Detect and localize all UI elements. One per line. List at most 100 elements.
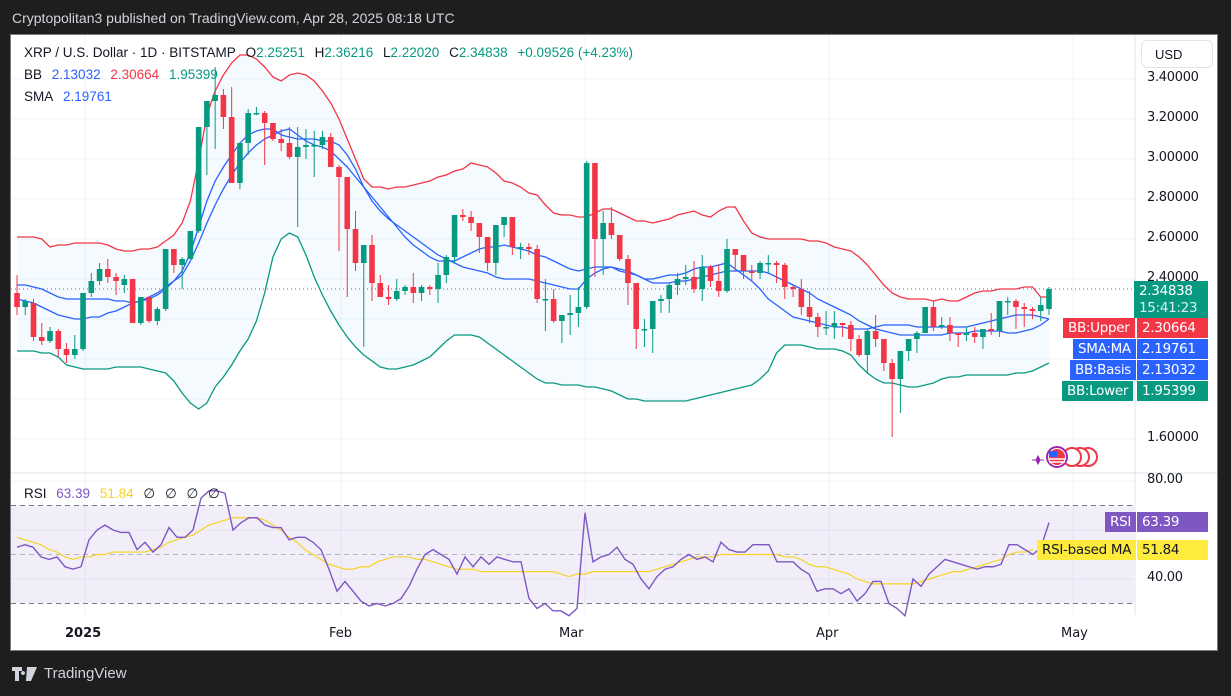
candle-body [336,167,342,177]
candle [311,131,318,177]
sma-legend[interactable]: SMA 2.19761 [24,89,112,104]
candle-body [881,339,887,363]
candle-body [71,349,78,355]
candle-body [889,363,895,379]
time-tick-label: Mar [559,626,584,641]
countdown: 15:41:23 [1139,300,1198,316]
candle [889,359,895,437]
candle-body [509,217,516,247]
candle-body [732,249,739,255]
candle-body [63,349,70,355]
rsi-legend[interactable]: RSI 63.39 51.84 ∅ ∅ ∅ ∅ [24,486,220,501]
candle-body [451,215,458,257]
price-tick-label: 2.60000 [1147,230,1199,245]
candle [691,261,697,293]
candle [336,165,342,251]
candle-body [319,137,326,145]
candle-body [377,283,384,297]
close-value: 2.34838 [458,45,508,60]
candle [550,289,557,323]
tradingview-logo[interactable]: TradingView [12,665,127,682]
candle-body [988,329,995,331]
candle [666,283,673,313]
candle-body [616,235,623,259]
sma-ma-label: SMA:MA [1073,339,1136,359]
rsi-label: RSI [1105,512,1137,532]
candle-body [460,215,466,217]
candle-body [625,259,631,283]
rsi-panel [11,490,1134,618]
candle [823,311,829,335]
bb-basis-tag: 2.13032 [1137,360,1208,380]
bb-basis-line [16,128,1050,336]
candle-body [418,287,425,293]
candle [881,339,887,371]
candle [914,331,920,353]
candle-body [641,329,648,331]
candle-body [575,307,582,313]
candle [220,89,227,129]
candle [162,249,169,311]
candle [237,143,243,189]
candle-body [245,113,251,143]
candle [715,265,722,297]
sma-value: 2.19761 [63,89,112,104]
last-price-tag: 2.34838 15:41:23 [1134,281,1208,318]
candle [501,217,507,237]
candle [1021,303,1028,327]
candle-body [715,281,722,291]
branding-text: TradingView [44,665,127,682]
bb-lower-tag: 1.95399 [1137,381,1208,401]
candle [625,255,631,305]
time-tick-label: Feb [329,626,353,641]
candle-body [691,277,697,289]
candle [71,335,78,359]
candle-body [30,303,37,337]
candle-body [773,263,780,265]
bb-upper-line [17,54,1049,302]
candle-body [476,223,483,237]
candle [658,295,664,313]
bb-lower-label: BB:Lower [1062,381,1134,401]
candle [377,275,384,297]
candle [955,333,961,347]
candle-body [154,309,161,321]
candle-body [856,339,862,355]
candle [592,163,598,277]
candle-body [542,299,549,301]
candle [517,243,524,259]
candle-body [443,257,450,275]
candle-body [138,297,144,323]
candle [748,265,755,281]
candle-body [963,333,970,335]
candle-body [369,245,375,283]
candle-body [146,297,152,321]
price-tick-label: 2.80000 [1147,190,1199,205]
tradingview-logo-icon [12,666,37,681]
candle-body [831,323,838,327]
candle [1046,287,1052,315]
candle [204,101,210,175]
price-tick-label: 3.40000 [1147,70,1199,85]
candle-body [352,229,359,263]
candle-body [980,329,986,337]
candle-body [410,287,417,293]
candle [616,235,623,261]
candle-body [468,217,474,223]
candle-body [782,265,788,287]
currency-button[interactable]: USD [1141,40,1213,68]
bb-legend[interactable]: BB 2.13032 2.30664 1.95399 [24,67,218,82]
time-tick-label: Apr [816,626,839,641]
candle-body [815,317,821,327]
candle-body [914,333,920,339]
candle [575,287,582,327]
bb-basis-value: 2.13032 [51,67,101,82]
events-icon[interactable] [1030,442,1100,472]
symbol-title[interactable]: XRP / U.S. Dollar · 1D · BITSTAMP [24,45,236,60]
time-tick-label: 2025 [65,626,102,641]
candle-body [864,331,871,355]
candle [360,245,367,347]
candle-body [501,217,507,225]
candle-body [385,297,392,299]
